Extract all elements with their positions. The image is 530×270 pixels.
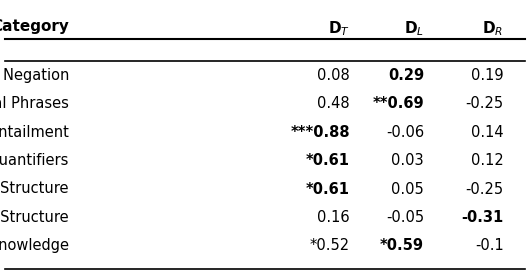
Text: *0.61: *0.61 — [306, 181, 350, 197]
Text: Propositional Structure: Propositional Structure — [0, 181, 69, 197]
Text: 0.08: 0.08 — [317, 68, 350, 83]
Text: Richer Logical Structure: Richer Logical Structure — [0, 210, 69, 225]
Text: 0.48: 0.48 — [317, 96, 350, 112]
Text: -0.25: -0.25 — [465, 181, 503, 197]
Text: D$_L$: D$_L$ — [404, 19, 424, 38]
Text: Morphological Negation: Morphological Negation — [0, 68, 69, 83]
Text: Quantifiers: Quantifiers — [0, 153, 69, 168]
Text: 0.29: 0.29 — [388, 68, 424, 83]
Text: -0.25: -0.25 — [465, 96, 503, 112]
Text: 0.16: 0.16 — [317, 210, 350, 225]
Text: -0.31: -0.31 — [461, 210, 504, 225]
Text: -0.05: -0.05 — [386, 210, 424, 225]
Text: ***0.88: ***0.88 — [290, 125, 350, 140]
Text: World Knowledge: World Knowledge — [0, 238, 69, 253]
Text: -0.06: -0.06 — [386, 125, 424, 140]
Text: 0.05: 0.05 — [391, 181, 424, 197]
Text: 0.14: 0.14 — [471, 125, 503, 140]
Text: Prepositional Phrases: Prepositional Phrases — [0, 96, 69, 112]
Text: 0.03: 0.03 — [391, 153, 424, 168]
Text: Category: Category — [0, 19, 69, 34]
Text: 0.12: 0.12 — [471, 153, 503, 168]
Text: -0.1: -0.1 — [475, 238, 503, 253]
Text: *0.59: *0.59 — [380, 238, 424, 253]
Text: **0.69: **0.69 — [373, 96, 424, 112]
Text: 0.19: 0.19 — [471, 68, 503, 83]
Text: *0.61: *0.61 — [306, 153, 350, 168]
Text: D$_T$: D$_T$ — [328, 19, 350, 38]
Text: *0.52: *0.52 — [310, 238, 350, 253]
Text: D$_R$: D$_R$ — [482, 19, 504, 38]
Text: Lexical Entailment: Lexical Entailment — [0, 125, 69, 140]
